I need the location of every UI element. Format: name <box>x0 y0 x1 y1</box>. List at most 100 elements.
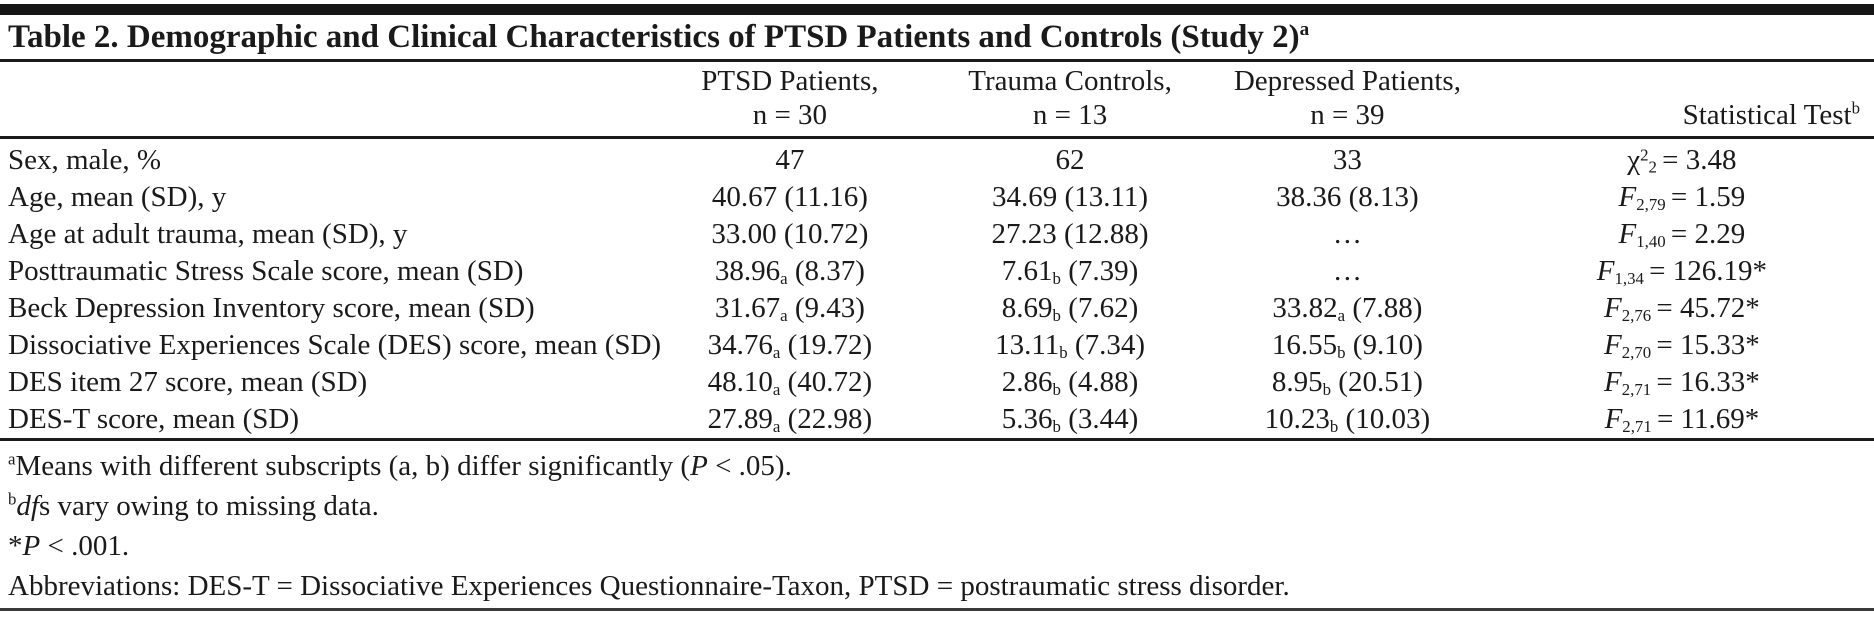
header-group-name: Depressed Patients, <box>1233 65 1461 97</box>
table-title: Table 2. Demographic and Clinical Charac… <box>0 15 1874 59</box>
mean-value: 8.69 <box>1001 292 1053 324</box>
mean-value: 10.23 <box>1264 403 1330 435</box>
journal-table-page: Table 2. Demographic and Clinical Charac… <box>0 4 1874 611</box>
sd-value: (11.16) <box>777 181 868 213</box>
sd-value: (12.88) <box>1056 218 1149 250</box>
df-subscript: 2 <box>1648 157 1657 177</box>
header-stat-footnote-marker: b <box>1851 98 1860 118</box>
footnote-star: *P < .001. <box>8 526 1866 566</box>
sd-value: (7.34) <box>1067 329 1145 361</box>
mean-value: … <box>1332 255 1362 287</box>
cell-ptsd: 38.96a (8.37) <box>645 253 935 290</box>
sd-value: (9.10) <box>1345 329 1423 361</box>
header-group-name: Trauma Controls, <box>968 65 1172 97</box>
table-title-footnote-marker: a <box>1299 19 1310 40</box>
cell-trauma: 5.36b (3.44) <box>935 401 1205 440</box>
footnote-marker: b <box>8 489 17 509</box>
mean-value: 13.11 <box>995 329 1060 361</box>
table-top-rule <box>0 4 1874 15</box>
cell-depressed: 16.55b (9.10) <box>1205 327 1490 364</box>
sd-value: (40.72) <box>780 366 873 398</box>
sd-value: (3.44) <box>1060 403 1139 435</box>
df-subscript: 1,40 <box>1636 232 1666 252</box>
stat-value: = 15.33* <box>1656 329 1760 361</box>
mean-value: 47 <box>775 144 805 176</box>
header-statistical-test: Statistical Testb <box>1489 62 1874 139</box>
table-row-sex: Sex, male, % 47 62 33 χ22 = 3.48 <box>0 138 1874 180</box>
footnote-abbreviations: Abbreviations: DES-T = Dissociative Expe… <box>8 566 1866 606</box>
subscript: a <box>772 380 781 400</box>
table-row-des-t-score: DES-T score, mean (SD) 27.89a (22.98) 5.… <box>0 401 1874 440</box>
sd-value: (20.51) <box>1331 366 1423 398</box>
cell-depressed: 33 <box>1205 138 1490 180</box>
header-group-n: n = 39 <box>1310 99 1385 131</box>
f-statistic-symbol: F <box>1604 403 1623 435</box>
cell-ptsd: 34.76a (19.72) <box>645 327 935 364</box>
table-body: Sex, male, % 47 62 33 χ22 = 3.48 Age, mea… <box>0 138 1874 440</box>
subscript: b <box>1052 306 1061 326</box>
cell-depressed: 33.82a (7.88) <box>1205 290 1490 327</box>
sd-value: (7.39) <box>1060 255 1139 287</box>
cell-statistical-test: F2,79 = 1.59 <box>1490 179 1874 216</box>
df-subscript: 1,34 <box>1614 269 1644 289</box>
header-group-n: n = 13 <box>1032 99 1108 131</box>
stat-value: = 1.59 <box>1670 181 1746 213</box>
cell-depressed: 38.36 (8.13) <box>1205 179 1490 216</box>
row-label: Sex, male, % <box>8 144 162 176</box>
mean-value: … <box>1332 218 1362 250</box>
footnote-italic: P <box>690 450 708 482</box>
title-divider-rule <box>0 59 1874 62</box>
table-bottom-rule <box>0 608 1874 611</box>
header-depressed-patients: Depressed Patients, n = 39 <box>1204 62 1490 139</box>
f-statistic-symbol: F <box>1604 366 1622 398</box>
header-trauma-controls: Trauma Controls, n = 13 <box>935 62 1205 139</box>
cell-ptsd: 31.67a (9.43) <box>645 290 935 327</box>
header-group-n: n = 30 <box>752 99 828 131</box>
sd-value: (4.88) <box>1060 366 1139 398</box>
mean-value: 38.96 <box>714 255 781 287</box>
mean-value: 34.69 <box>992 181 1058 213</box>
row-label: DES item 27 score, mean (SD) <box>8 366 368 398</box>
header-stat-label: Statistical Test <box>1682 99 1852 131</box>
subscript: b <box>1337 343 1346 363</box>
mean-value: 16.55 <box>1271 329 1338 361</box>
footnote-text: * <box>8 530 23 562</box>
stat-value: = 126.19* <box>1649 255 1768 287</box>
row-label: DES-T score, mean (SD) <box>8 403 300 435</box>
table-footnotes: aMeans with different subscripts (a, b) … <box>0 441 1874 606</box>
header-ptsd-patients: PTSD Patients, n = 30 <box>644 62 936 139</box>
subscript: a <box>1337 306 1346 326</box>
mean-value: 7.61 <box>1001 255 1053 287</box>
cell-statistical-test: F1,40 = 2.29 <box>1490 216 1874 253</box>
stat-value: = 45.72* <box>1656 292 1760 324</box>
cell-trauma: 34.69 (13.11) <box>935 179 1205 216</box>
mean-value: 38.36 <box>1276 181 1342 213</box>
cell-trauma: 8.69b (7.62) <box>935 290 1205 327</box>
row-label: Beck Depression Inventory score, mean (S… <box>8 292 535 324</box>
header-characteristic-column <box>0 62 645 139</box>
footnote-italic: df <box>16 490 39 522</box>
stat-value: = 11.69* <box>1656 403 1760 435</box>
sd-value: (9.43) <box>787 292 865 324</box>
subscript: b <box>1052 269 1061 289</box>
cell-statistical-test: F2,70 = 15.33* <box>1490 327 1874 364</box>
cell-trauma: 62 <box>935 138 1205 180</box>
mean-value: 33.82 <box>1272 292 1338 324</box>
footnote-b: bdfs vary owing to missing data. <box>8 486 1866 526</box>
mean-value: 8.95 <box>1271 366 1323 398</box>
row-label: Age at adult trauma, mean (SD), y <box>8 218 408 250</box>
sd-value: (7.62) <box>1060 292 1139 324</box>
f-statistic-symbol: F <box>1596 255 1615 287</box>
sd-value: (19.72) <box>780 329 873 361</box>
df-subscript: 2,70 <box>1621 343 1652 363</box>
f-statistic-symbol: F <box>1618 181 1637 213</box>
sd-value: (22.98) <box>780 403 873 435</box>
row-label: Posttraumatic Stress Scale score, mean (… <box>8 255 524 287</box>
cell-ptsd: 47 <box>645 138 935 180</box>
subscript: b <box>1329 417 1339 437</box>
mean-value: 33 <box>1332 144 1362 176</box>
footnote-text: Abbreviations: DES-T = Dissociative Expe… <box>8 570 1290 602</box>
cell-statistical-test: F2,76 = 45.72* <box>1490 290 1874 327</box>
mean-value: 48.10 <box>707 366 773 398</box>
table-header: PTSD Patients, n = 30 Trauma Controls, n =… <box>0 62 1874 139</box>
